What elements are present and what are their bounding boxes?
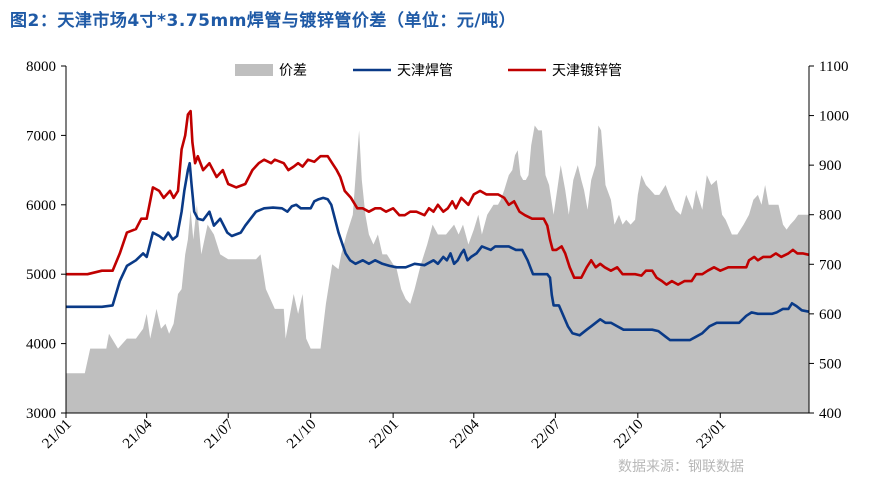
series-area-0 — [66, 125, 809, 413]
x-tick-label: 23/01 — [694, 417, 729, 452]
watermark: 数据来源：钢联数据 — [618, 459, 744, 475]
legend-label: 天津焊管 — [397, 63, 453, 79]
y-right-tick-label: 900 — [819, 158, 842, 174]
series-line-2 — [66, 109, 810, 286]
y-right-tick-label: 1000 — [819, 109, 849, 125]
y-right-tick-label: 500 — [819, 356, 842, 372]
price-spread-area — [66, 125, 809, 413]
x-tick-label: 21/10 — [284, 417, 319, 452]
x-tick-label: 22/01 — [366, 417, 401, 452]
y-right-tick-label: 800 — [819, 208, 842, 224]
chart-title: 图2：天津市场4寸*3.75mm焊管与镀锌管价差（单位：元/吨） — [10, 11, 517, 31]
x-tick-label: 22/10 — [611, 417, 646, 452]
y-left-tick-label: 4000 — [26, 337, 56, 353]
y-right-tick-label: 1100 — [819, 59, 848, 75]
y-left-tick-label: 6000 — [26, 198, 56, 214]
y-left-tick-label: 8000 — [26, 59, 56, 75]
x-tick-label: 21/07 — [202, 416, 238, 452]
legend-swatch-spread — [235, 64, 273, 76]
x-tick-label: 22/04 — [447, 416, 483, 452]
y-right-tick-label: 400 — [819, 406, 842, 422]
y-right-tick-label: 600 — [819, 307, 842, 323]
x-tick-label: 21/04 — [120, 416, 156, 452]
legend-label: 价差 — [279, 63, 307, 79]
y-left-tick-label: 3000 — [26, 406, 56, 422]
series-line-1 — [66, 161, 810, 342]
x-tick-label: 22/07 — [529, 416, 565, 452]
y-left-tick-label: 7000 — [26, 128, 56, 144]
y-right-tick-label: 700 — [819, 257, 842, 273]
series-lines — [66, 109, 810, 342]
y-left-tick-label: 5000 — [26, 267, 56, 283]
legend: 价差 天津焊管 天津镀锌管 — [235, 62, 622, 79]
legend-label: 天津镀锌管 — [552, 62, 622, 79]
